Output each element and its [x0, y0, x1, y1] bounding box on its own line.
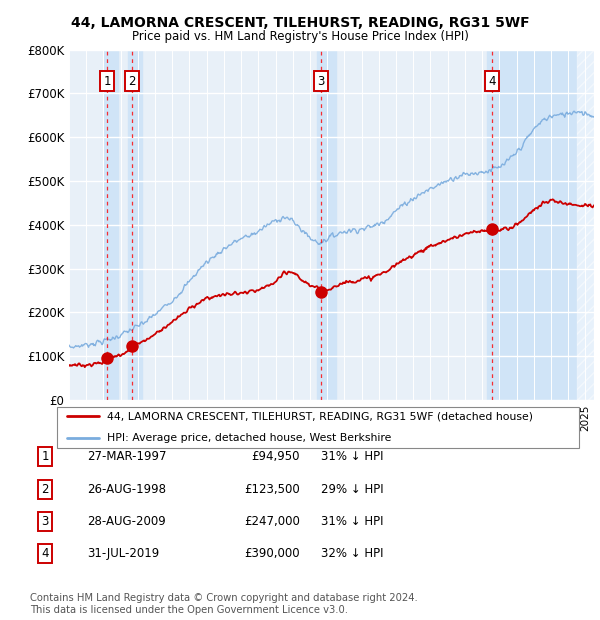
- Text: HPI: Average price, detached house, West Berkshire: HPI: Average price, detached house, West…: [107, 433, 391, 443]
- Text: 1: 1: [41, 451, 49, 463]
- Text: 28-AUG-2009: 28-AUG-2009: [87, 515, 166, 528]
- Bar: [487, 50, 506, 400]
- Bar: [501, 50, 594, 400]
- Text: 2: 2: [128, 74, 136, 87]
- Text: 4: 4: [488, 74, 496, 87]
- Text: Contains HM Land Registry data © Crown copyright and database right 2024.
This d: Contains HM Land Registry data © Crown c…: [30, 593, 418, 615]
- Text: 2: 2: [41, 483, 49, 495]
- Bar: [104, 50, 118, 400]
- Text: 31% ↓ HPI: 31% ↓ HPI: [321, 451, 383, 463]
- Text: 44, LAMORNA CRESCENT, TILEHURST, READING, RG31 5WF (detached house): 44, LAMORNA CRESCENT, TILEHURST, READING…: [107, 412, 533, 422]
- Text: 32% ↓ HPI: 32% ↓ HPI: [321, 547, 383, 560]
- Text: Price paid vs. HM Land Registry's House Price Index (HPI): Price paid vs. HM Land Registry's House …: [131, 30, 469, 43]
- Text: £123,500: £123,500: [244, 483, 300, 495]
- Bar: [317, 50, 336, 400]
- Text: 29% ↓ HPI: 29% ↓ HPI: [321, 483, 383, 495]
- Text: 3: 3: [41, 515, 49, 528]
- Text: 1: 1: [104, 74, 111, 87]
- Text: 27-MAR-1997: 27-MAR-1997: [87, 451, 167, 463]
- Text: £247,000: £247,000: [244, 515, 300, 528]
- Text: £390,000: £390,000: [244, 547, 300, 560]
- Bar: [577, 50, 594, 400]
- Text: 26-AUG-1998: 26-AUG-1998: [87, 483, 166, 495]
- Text: £94,950: £94,950: [251, 451, 300, 463]
- FancyBboxPatch shape: [56, 407, 580, 448]
- Text: 3: 3: [317, 74, 325, 87]
- Text: 31% ↓ HPI: 31% ↓ HPI: [321, 515, 383, 528]
- Text: 4: 4: [41, 547, 49, 560]
- Text: 31-JUL-2019: 31-JUL-2019: [87, 547, 159, 560]
- Text: 44, LAMORNA CRESCENT, TILEHURST, READING, RG31 5WF: 44, LAMORNA CRESCENT, TILEHURST, READING…: [71, 16, 529, 30]
- Bar: [128, 50, 142, 400]
